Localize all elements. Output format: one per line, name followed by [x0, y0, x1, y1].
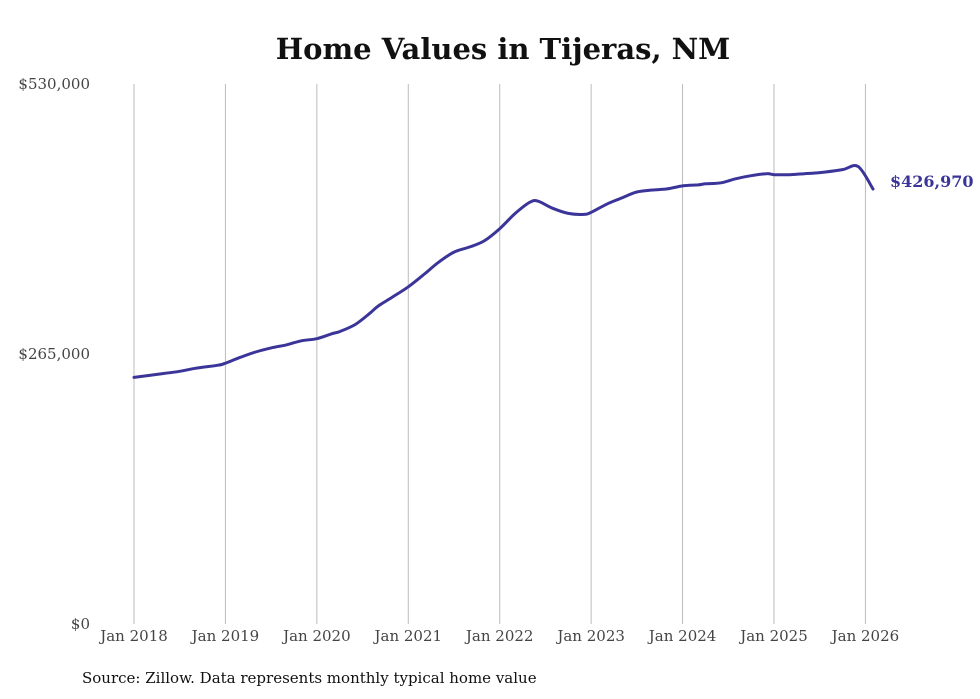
y-tick-label: $265,000 [18, 345, 90, 363]
y-axis-ticks: $0 $265,000 $530,000 [18, 75, 90, 633]
x-tick-label: Jan 2018 [98, 627, 168, 645]
y-tick-label: $530,000 [18, 75, 90, 93]
x-tick-label: Jan 2022 [464, 627, 534, 645]
series-line-0 [132, 164, 875, 379]
x-tick-label: Jan 2021 [372, 627, 442, 645]
x-tick-label: Jan 2024 [647, 627, 717, 645]
x-tick-label: Jan 2019 [190, 627, 260, 645]
x-tick-label: Jan 2020 [281, 627, 351, 645]
x-tick-label: Jan 2023 [555, 627, 625, 645]
series-layer [132, 164, 875, 379]
source-note: Source: Zillow. Data represents monthly … [82, 669, 537, 687]
x-axis-ticks: Jan 2018 Jan 2019 Jan 2020 Jan 2021 Jan 2022… [98, 627, 899, 645]
y-tick-label: $0 [71, 615, 90, 633]
chart-title: Home Values in Tijeras, NM [276, 32, 731, 66]
end-value-label: $426,970 [890, 172, 974, 191]
gridlines [133, 84, 866, 624]
x-tick-label: Jan 2025 [738, 627, 808, 645]
x-tick-label: Jan 2026 [830, 627, 900, 645]
